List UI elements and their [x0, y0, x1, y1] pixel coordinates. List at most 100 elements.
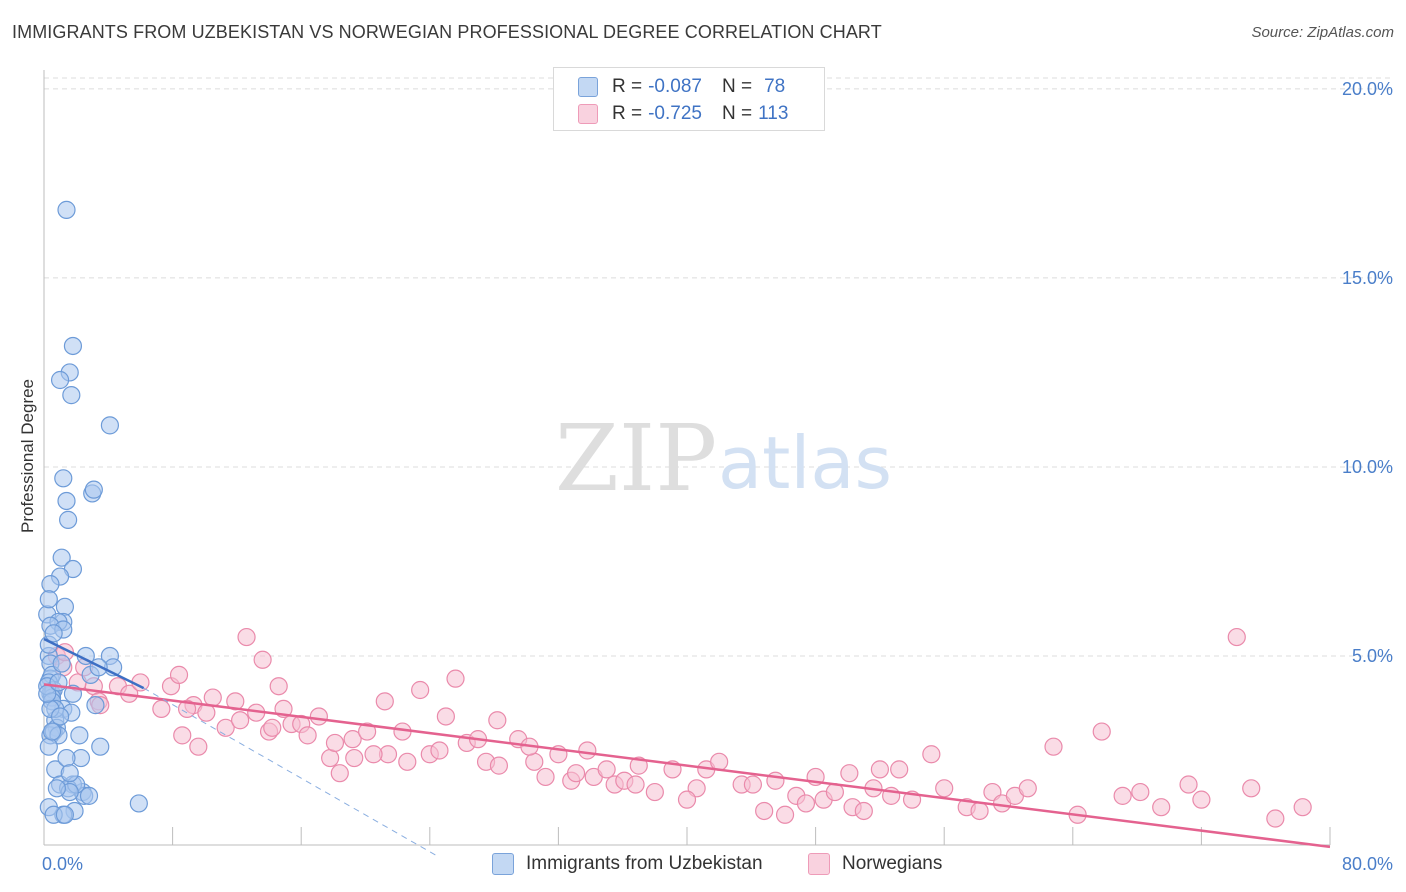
- legend-n-label: N =: [721, 103, 753, 124]
- norwegians-point: [597, 760, 616, 779]
- norwegians-point: [375, 692, 394, 711]
- norwegians-point: [840, 764, 859, 783]
- norwegians-point: [1192, 790, 1211, 809]
- uzbekistan-point: [39, 737, 58, 756]
- correlation-legend: R = -0.087 N = 78 R = -0.725 N = 113: [553, 67, 825, 131]
- bottom-legend-uzbekistan: Immigrants from Uzbekistan: [492, 852, 763, 876]
- x-tick-label-max: 80.0%: [1342, 854, 1393, 874]
- legend-n-label: N =: [721, 76, 753, 97]
- uzbekistan-point: [89, 658, 108, 677]
- legend-row-uzbekistan: R = -0.087 N = 78: [578, 75, 785, 99]
- uzbekistan-point: [41, 575, 60, 594]
- norwegians-point: [321, 748, 340, 768]
- norwegians-point: [411, 680, 430, 700]
- grid-lines: [44, 77, 1392, 657]
- norwegians-point: [398, 752, 417, 771]
- norwegians-point: [743, 775, 763, 794]
- norwegians-point: [755, 801, 774, 821]
- norwegians-point: [330, 764, 349, 783]
- uzbekistan-point: [44, 624, 63, 643]
- norwegians-point: [263, 718, 282, 737]
- bottom-legend-label: Norwegians: [842, 853, 943, 874]
- watermark-zip: ZIP: [555, 405, 717, 512]
- norwegians-point: [237, 627, 256, 647]
- norwegians-point: [1131, 782, 1150, 802]
- uzbekistan-point: [50, 707, 70, 726]
- uzbekistan-point: [47, 779, 66, 798]
- axes: [43, 70, 1331, 846]
- uzbekistan-point: [49, 673, 68, 692]
- norwegians-point: [1293, 798, 1312, 817]
- bottom-legend-swatch-blue: [492, 853, 514, 875]
- norwegians-point: [231, 711, 250, 730]
- norwegians-point: [364, 745, 383, 764]
- norwegians-point: [525, 752, 544, 771]
- norwegians-point: [253, 650, 272, 669]
- uzbekistan-point: [52, 548, 71, 567]
- norwegians-point: [1044, 737, 1063, 756]
- uzbekistan-trendline: [43, 637, 145, 690]
- legend-swatch-pink: [578, 104, 598, 124]
- norwegians-point: [1092, 722, 1111, 741]
- norwegians-point: [489, 756, 509, 775]
- norwegians-trendline: [43, 683, 1331, 849]
- x-tick-label-min: 0.0%: [42, 854, 83, 874]
- uzbekistan-point: [39, 590, 58, 609]
- norwegians-point: [922, 745, 941, 764]
- norwegians-point: [436, 707, 455, 726]
- norwegians-point: [189, 737, 208, 756]
- watermark-atlas: atlas: [718, 421, 892, 505]
- y-tick-label: 5.0%: [1352, 646, 1393, 666]
- uzbekistan-point: [57, 491, 76, 511]
- uzbekistan-point: [59, 510, 78, 529]
- legend-r-label: R =: [612, 103, 643, 124]
- legend-r-value: -0.725: [648, 103, 702, 124]
- legend-n-value: 113: [758, 103, 789, 124]
- norwegians-point: [269, 677, 288, 696]
- norwegians-point: [890, 760, 909, 779]
- norwegians-point: [1227, 627, 1246, 647]
- uzbekistan-point: [100, 416, 120, 435]
- norwegians-point: [226, 692, 245, 711]
- legend-swatch-blue: [578, 77, 598, 97]
- y-tick-label: 20.0%: [1342, 79, 1393, 99]
- uzbekistan-point: [60, 764, 79, 783]
- uzbekistan-point: [50, 370, 70, 390]
- norwegians-point: [1242, 779, 1261, 798]
- uzbekistan-point: [129, 794, 148, 813]
- norwegians-points: [47, 627, 1312, 828]
- norwegians-point: [677, 790, 697, 809]
- norwegians-point: [645, 782, 664, 802]
- y-tick-label: 10.0%: [1342, 457, 1393, 477]
- uzbekistan-point: [63, 336, 83, 356]
- norwegians-point: [1266, 809, 1285, 828]
- norwegians-point: [566, 764, 586, 783]
- norwegians-point: [935, 779, 954, 798]
- bottom-legend-swatch-pink: [808, 853, 830, 875]
- norwegians-point: [343, 730, 362, 749]
- norwegians-point: [870, 760, 890, 779]
- legend-n-value: 78: [764, 76, 786, 97]
- uzbekistan-point: [57, 200, 76, 219]
- norwegians-point: [152, 699, 171, 719]
- norwegians-point: [1018, 779, 1037, 798]
- norwegians-point: [854, 801, 873, 821]
- uzbekistan-point: [55, 597, 74, 616]
- norwegians-point: [1113, 786, 1132, 805]
- norwegians-point: [796, 794, 816, 813]
- watermark: ZIP atlas: [555, 405, 892, 512]
- norwegians-point: [177, 699, 197, 719]
- norwegians-point: [970, 801, 989, 821]
- norwegians-point: [203, 688, 222, 707]
- uzbekistan-point: [62, 386, 81, 405]
- norwegians-point: [325, 733, 345, 753]
- norwegians-point: [173, 726, 192, 745]
- norwegians-point: [1152, 798, 1171, 817]
- source-label: Source: ZipAtlas.com: [1251, 24, 1394, 41]
- x-tick-labels: 0.0% 80.0%: [42, 854, 1393, 874]
- bottom-legend-norwegians: Norwegians: [808, 852, 942, 876]
- uzbekistan-trendline-extension: [143, 687, 439, 857]
- uzbekistan-point: [55, 805, 74, 824]
- norwegians-point: [309, 707, 328, 726]
